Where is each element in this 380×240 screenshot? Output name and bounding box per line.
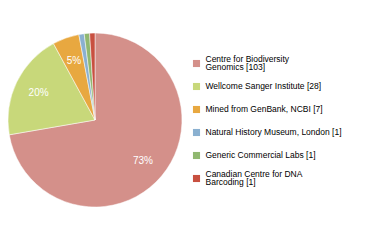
svg-text:20%: 20% bbox=[29, 87, 49, 98]
svg-text:5%: 5% bbox=[67, 55, 82, 66]
svg-text:Mined from GenBank, NCBI [7]: Mined from GenBank, NCBI [7] bbox=[206, 104, 323, 114]
svg-text:Natural History Museum, London: Natural History Museum, London [1] bbox=[206, 127, 342, 137]
svg-text:Wellcome Sanger Institute [28]: Wellcome Sanger Institute [28] bbox=[206, 81, 322, 91]
svg-text:73%: 73% bbox=[133, 155, 153, 166]
svg-text:Generic Commercial Labs [1]: Generic Commercial Labs [1] bbox=[206, 150, 316, 160]
svg-text:Centre for BiodiversityGenomic: Centre for BiodiversityGenomics [103] bbox=[206, 54, 290, 73]
svg-text:Canadian Centre for DNABarcodi: Canadian Centre for DNABarcoding [1] bbox=[206, 169, 303, 188]
